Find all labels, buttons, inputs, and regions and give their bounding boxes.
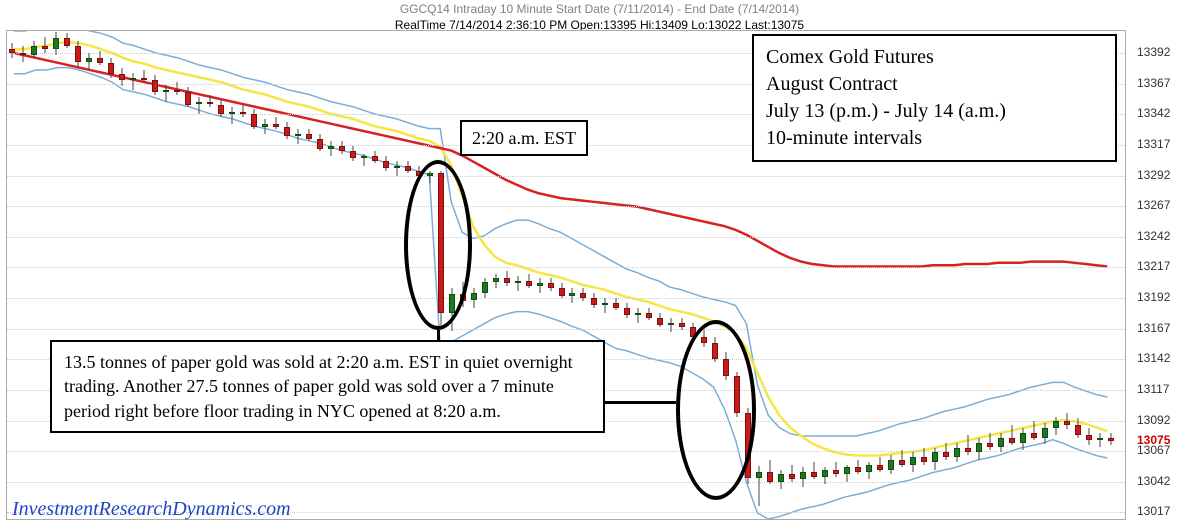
event-marker-1 xyxy=(404,160,472,330)
y-tick-label: 13167 xyxy=(1137,321,1170,335)
y-tick-label: 13392 xyxy=(1137,45,1170,59)
y-tick-label: 13192 xyxy=(1137,290,1170,304)
info-box: Comex Gold FuturesAugust ContractJuly 13… xyxy=(752,34,1117,162)
y-tick-label: 13367 xyxy=(1137,76,1170,90)
connector-1 xyxy=(437,330,440,342)
info-box-line: July 13 (p.m.) - July 14 (a.m.) xyxy=(766,98,1103,125)
last-price-label: 13075 xyxy=(1137,433,1170,447)
main-annotation: 13.5 tonnes of paper gold was sold at 2:… xyxy=(50,340,605,433)
connector-2 xyxy=(605,401,676,404)
y-tick-label: 13217 xyxy=(1137,259,1170,273)
y-tick-label: 13242 xyxy=(1137,229,1170,243)
y-tick-label: 13292 xyxy=(1137,168,1170,182)
y-tick-label: 13267 xyxy=(1137,198,1170,212)
chart-title: GGCQ14 Intraday 10 Minute Start Date (7/… xyxy=(0,0,1199,16)
y-tick-label: 13342 xyxy=(1137,106,1170,120)
chart-container: GGCQ14 Intraday 10 Minute Start Date (7/… xyxy=(0,0,1199,531)
y-tick-label: 13017 xyxy=(1137,504,1170,518)
y-tick-label: 13142 xyxy=(1137,351,1170,365)
y-tick-label: 13317 xyxy=(1137,137,1170,151)
event-marker-2 xyxy=(676,320,756,500)
y-tick-label: 13042 xyxy=(1137,474,1170,488)
watermark: InvestmentResearchDynamics.com xyxy=(12,498,291,521)
info-box-line: Comex Gold Futures xyxy=(766,44,1103,71)
y-tick-label: 13117 xyxy=(1137,382,1169,396)
info-box-line: 10-minute intervals xyxy=(766,125,1103,152)
y-axis: 13392 13367 13342 13317 13292 13267 13242 13217… xyxy=(1133,30,1193,520)
y-tick-label: 13092 xyxy=(1137,413,1170,427)
time-label: 2:20 a.m. EST xyxy=(460,120,588,156)
info-box-line: August Contract xyxy=(766,71,1103,98)
